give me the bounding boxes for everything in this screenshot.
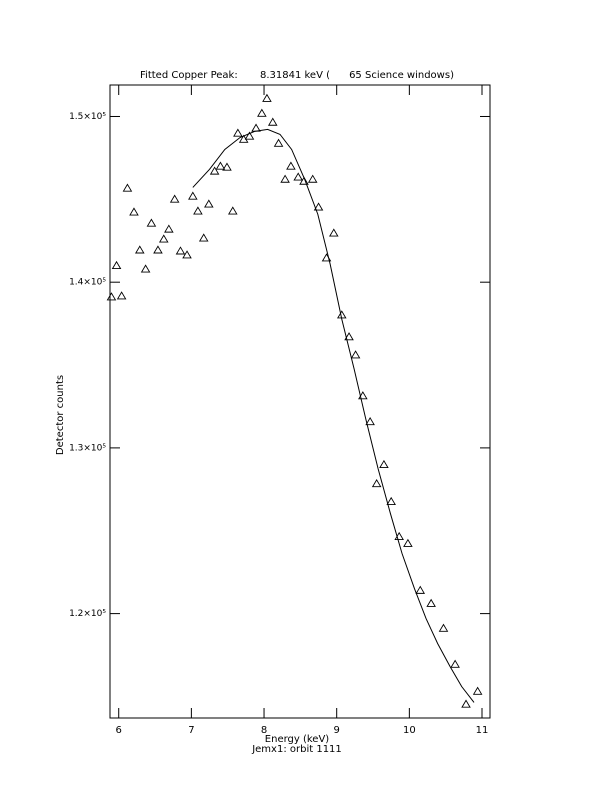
data-point bbox=[438, 623, 449, 632]
data-point bbox=[257, 108, 267, 117]
data-point bbox=[198, 233, 209, 242]
data-point bbox=[209, 166, 220, 175]
x-tick-label: 11 bbox=[476, 725, 489, 736]
data-point bbox=[222, 162, 232, 171]
data-point bbox=[158, 234, 169, 243]
data-point bbox=[293, 172, 303, 181]
chart-title: Fitted Copper Peak: 8.31841 keV ( 65 Sci… bbox=[140, 70, 454, 81]
data-point bbox=[188, 191, 198, 200]
data-point bbox=[371, 478, 382, 488]
y-tick-label: 1.2×10⁵ bbox=[69, 609, 106, 619]
data-point bbox=[193, 206, 203, 215]
data-point bbox=[164, 224, 174, 233]
data-point bbox=[182, 250, 192, 259]
y-tick-label: 1.5×10⁵ bbox=[69, 112, 106, 122]
data-point bbox=[106, 292, 117, 301]
data-point bbox=[472, 686, 483, 695]
x-tick-label: 7 bbox=[188, 725, 194, 736]
data-point bbox=[313, 202, 324, 211]
data-point bbox=[111, 260, 122, 270]
data-point bbox=[153, 245, 163, 254]
y-axis-label: Detector counts bbox=[55, 375, 66, 455]
subtitle: Jemx1: orbit 1111 bbox=[251, 744, 342, 755]
data-point bbox=[328, 228, 339, 237]
data-point bbox=[379, 459, 389, 469]
data-point bbox=[461, 699, 471, 708]
data-point bbox=[403, 538, 413, 547]
data-point bbox=[251, 123, 261, 132]
data-point bbox=[215, 161, 226, 170]
fit-line bbox=[192, 128, 475, 703]
y-tick-label: 1.4×10⁵ bbox=[69, 278, 106, 288]
data-point bbox=[350, 350, 361, 359]
data-point bbox=[146, 218, 157, 227]
data-point bbox=[122, 183, 133, 192]
data-point bbox=[280, 174, 290, 183]
data-point bbox=[175, 246, 186, 255]
data-point bbox=[426, 598, 436, 607]
data-point bbox=[169, 194, 180, 203]
data-point bbox=[244, 131, 255, 140]
x-tick-label: 10 bbox=[403, 725, 416, 736]
y-tick-label: 1.3×10⁵ bbox=[69, 443, 106, 453]
data-point bbox=[358, 391, 368, 400]
data-point bbox=[299, 176, 309, 185]
data-point bbox=[386, 496, 396, 506]
data-point bbox=[129, 207, 139, 216]
data-point bbox=[286, 161, 296, 170]
data-point bbox=[415, 585, 426, 594]
plot-frame bbox=[109, 84, 491, 719]
data-point bbox=[365, 416, 375, 426]
x-axis-label: Energy (keV) bbox=[265, 734, 330, 745]
data-point bbox=[233, 128, 243, 137]
data-point bbox=[267, 117, 278, 126]
data-point bbox=[135, 245, 145, 254]
data-point bbox=[116, 291, 127, 300]
x-tick-label: 9 bbox=[334, 725, 340, 736]
data-point bbox=[204, 199, 214, 208]
data-point bbox=[450, 659, 460, 668]
data-point bbox=[273, 138, 284, 147]
x-tick-label: 6 bbox=[116, 725, 122, 736]
x-tick-label: 8 bbox=[261, 725, 267, 736]
data-point bbox=[307, 174, 318, 183]
data-point bbox=[228, 206, 238, 215]
data-point bbox=[344, 332, 354, 341]
data-point bbox=[262, 93, 272, 102]
data-point bbox=[140, 264, 151, 273]
